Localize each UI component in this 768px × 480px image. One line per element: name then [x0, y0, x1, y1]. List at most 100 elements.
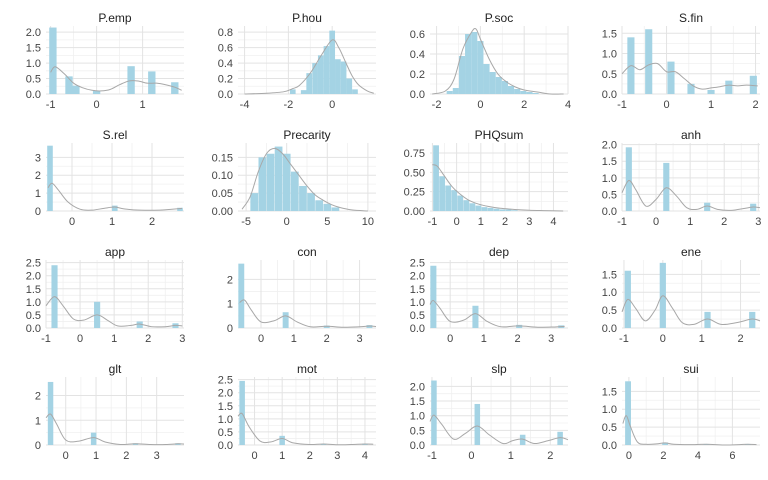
histogram-bar — [315, 200, 324, 211]
histogram-bar — [704, 311, 711, 328]
y-tick-label: 1 — [227, 299, 233, 311]
y-tick-label: 0.6 — [410, 29, 425, 41]
histogram-bar — [445, 185, 452, 211]
y-tick-label: 0 — [227, 323, 233, 335]
y-tick-label: 2.0 — [410, 381, 425, 393]
x-tick-label: 2 — [660, 450, 666, 462]
major-gridlines — [46, 377, 184, 446]
major-gridlines — [430, 377, 568, 446]
x-tick-label: 1 — [708, 99, 714, 111]
histogram-bar — [489, 72, 496, 94]
x-tick-label: 0 — [653, 216, 659, 228]
y-tick-label: 0.5 — [602, 422, 617, 434]
y-tick-label: 0.10 — [212, 170, 233, 182]
x-tick-label: -1 — [428, 216, 438, 228]
panel-title: P.emp — [98, 11, 131, 25]
x-tick-label: 2 — [752, 99, 758, 111]
y-tick-label: 2.5 — [26, 258, 41, 270]
x-tick-label: 3 — [154, 450, 160, 462]
panel-glt: 0 1 2 3 0 1 2 glt — [35, 362, 185, 462]
histogram-bar — [323, 203, 332, 211]
histogram-bars — [431, 380, 563, 445]
x-tick-label: 3 — [755, 216, 761, 228]
y-tick-label: 0.0 — [410, 440, 425, 452]
minor-gridlines — [238, 260, 376, 328]
histogram-bar — [47, 145, 53, 211]
histogram-bar — [483, 64, 490, 94]
histogram-bar — [645, 29, 653, 94]
histogram-bar — [177, 207, 183, 211]
x-tick-label: 3 — [548, 333, 554, 345]
x-tick-label: 4 — [362, 450, 368, 462]
histogram-bar — [331, 207, 340, 211]
y-tick-label: 0.15 — [212, 152, 233, 164]
y-tick-label: 0.5 — [218, 427, 233, 439]
panel-title: anh — [681, 128, 701, 142]
panel-title: con — [297, 245, 316, 259]
histogram-bar — [505, 209, 512, 211]
minor-gridlines — [430, 26, 568, 94]
histogram-bar — [511, 210, 518, 211]
histogram-bar — [299, 185, 307, 211]
y-tick-label: 0.75 — [404, 148, 425, 160]
x-tick-label: -1 — [46, 99, 56, 111]
histogram-bar — [431, 380, 437, 445]
x-tick-label: -2 — [432, 99, 442, 111]
histogram-bar — [307, 193, 315, 211]
x-tick-label: 0 — [660, 333, 666, 345]
y-tick-label: 2 — [35, 170, 41, 182]
x-tick-label: -1 — [619, 333, 629, 345]
histogram-bar — [317, 55, 324, 94]
histogram-bar — [625, 381, 631, 445]
x-tick-label: -1 — [617, 99, 627, 111]
x-tick-label: 2 — [324, 333, 330, 345]
histogram-bar — [472, 305, 479, 328]
panel-slp: -1 0 1 2 0.0 0.5 1.0 1.5 2.0 slp — [410, 362, 569, 462]
y-tick-label: 1.5 — [26, 43, 41, 55]
x-tick-label: 0 — [258, 333, 264, 345]
x-tick-label: 0 — [69, 216, 75, 228]
histogram-bar — [266, 153, 275, 211]
histogram-bars — [289, 30, 358, 94]
panel-title: P.hou — [292, 11, 322, 25]
major-gridlines — [45, 260, 184, 329]
y-tick-label: 1.0 — [602, 287, 617, 299]
panel-title: ene — [681, 245, 701, 259]
x-tick-label: 5 — [324, 216, 330, 228]
histogram-bar — [90, 432, 97, 445]
histogram-bar — [687, 83, 695, 94]
histogram-bar — [282, 153, 291, 211]
panel-title: slp — [491, 362, 507, 376]
x-tick-label: -2 — [283, 99, 293, 111]
y-tick-label: 0.0 — [26, 89, 41, 101]
density-curve — [621, 179, 761, 211]
histogram-bar — [519, 434, 526, 445]
y-tick-label: 1.5 — [602, 386, 617, 398]
density-curve — [47, 182, 183, 211]
histogram-bar — [457, 195, 464, 211]
x-tick-label: 1 — [478, 216, 484, 228]
y-tick-label: 1.0 — [410, 411, 425, 423]
x-tick-label: 0 — [251, 450, 257, 462]
histogram-bar — [532, 93, 539, 94]
y-tick-label: 0 — [35, 206, 41, 218]
histogram-bar — [171, 82, 179, 94]
histogram-bars — [51, 265, 179, 328]
y-tick-label: 0.0 — [602, 440, 617, 452]
y-tick-label: 3 — [35, 152, 41, 164]
y-tick-label: 0.25 — [404, 187, 425, 199]
y-tick-label: 0.0 — [26, 323, 41, 335]
panel-s-fin: -1 0 1 2 0.0 0.5 1.0 1.5 S.fin — [602, 11, 760, 111]
density-curve — [429, 414, 569, 445]
panel-p-hou: -4 -2 0 0.0 0.2 0.4 0.6 0.8 P.hou — [218, 11, 376, 111]
x-tick-label: 2 — [738, 333, 744, 345]
x-tick-label: 3 — [179, 333, 185, 345]
y-tick-label: 1.0 — [218, 414, 233, 426]
histogram-bar — [475, 205, 482, 211]
x-tick-label: 1 — [508, 450, 514, 462]
x-tick-label: 2 — [307, 450, 313, 462]
panel-title: sui — [683, 362, 698, 376]
y-tick-label: 0.4 — [410, 49, 425, 61]
y-tick-label: 0.5 — [26, 74, 41, 86]
y-tick-label: 1.0 — [26, 58, 41, 70]
